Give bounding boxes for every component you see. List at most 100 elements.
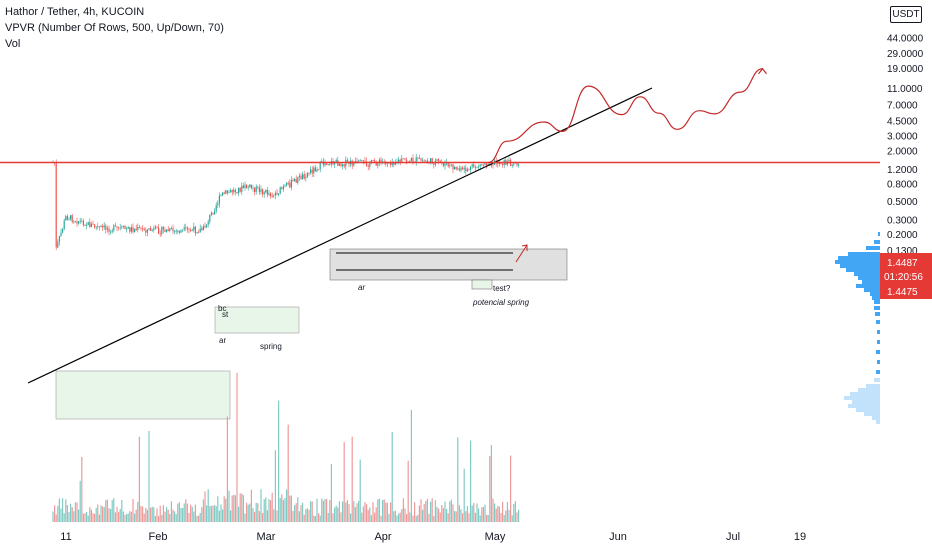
annotations: bc st ar spring ar test? potencial sprin… — [218, 283, 530, 351]
volume-profile — [835, 232, 880, 424]
vpvr-row — [870, 292, 880, 296]
volume-bar — [426, 498, 428, 522]
volume-bar — [423, 504, 425, 522]
candle-body — [66, 216, 68, 220]
volume-bar — [390, 502, 392, 522]
volume-bar — [465, 511, 467, 522]
candle-body — [362, 160, 364, 162]
volume-bar — [486, 514, 488, 522]
candle-body — [266, 189, 268, 195]
volume-bar — [295, 503, 297, 522]
volume-bar — [76, 502, 78, 522]
candle-body — [513, 163, 515, 165]
volume-bar — [65, 499, 67, 522]
volume-bar — [276, 510, 278, 522]
candle-body — [127, 227, 129, 229]
volume-bar — [194, 504, 196, 522]
candle-body — [327, 164, 329, 166]
candle-body — [132, 227, 134, 232]
volume-bar — [113, 498, 115, 522]
volume-bar — [351, 436, 353, 522]
candle-body — [318, 169, 320, 171]
volume-bar — [228, 490, 230, 522]
volume-bar — [105, 500, 107, 522]
volume-bar — [294, 505, 296, 522]
volume-bar — [116, 506, 118, 522]
candle-body — [268, 193, 270, 195]
candle-body — [159, 233, 161, 235]
volume-bars — [52, 372, 520, 522]
volume-bar — [497, 506, 499, 522]
annotation-spring: spring — [260, 342, 282, 351]
volume-bar — [97, 504, 99, 522]
candle-body — [497, 163, 499, 165]
volume-bar — [478, 508, 480, 522]
price-tick-label: 4.5000 — [887, 117, 918, 128]
volume-bar — [386, 502, 388, 522]
price-axis[interactable]: 44.0000 29.0000 19.0000 11.0000 7.0000 4.5000… — [887, 34, 924, 289]
candle-body — [260, 189, 262, 193]
volume-bar — [322, 500, 324, 522]
volume-bar — [250, 489, 252, 522]
volume-bar — [404, 508, 406, 522]
currency-unit-button[interactable]: USDT — [890, 6, 922, 23]
volume-bar — [345, 502, 347, 522]
volume-bar — [151, 506, 153, 522]
symbol-title[interactable]: Hathor / Tether, 4h, KUCOIN — [5, 6, 145, 18]
volume-bar — [300, 505, 302, 522]
volume-bar — [204, 491, 206, 522]
candle-body — [502, 164, 504, 166]
candle-body — [238, 187, 240, 194]
candle-body — [188, 229, 190, 230]
candle-body — [452, 164, 454, 170]
volume-bar — [412, 515, 414, 522]
volume-bar — [422, 509, 424, 522]
volume-bar — [68, 512, 70, 522]
candle-body — [78, 221, 80, 224]
volume-bar — [89, 507, 91, 522]
vpvr-indicator-label[interactable]: VPVR (Number Of Rows, 500, Up/Down, 70) — [5, 22, 224, 34]
candle-body — [207, 221, 209, 225]
candle-body — [465, 167, 467, 172]
volume-bar — [284, 498, 286, 522]
volume-bar — [370, 515, 372, 522]
candle-body — [442, 163, 444, 166]
candle-body — [431, 158, 433, 164]
candle-body — [374, 160, 376, 163]
volume-bar — [449, 501, 451, 522]
candle-body — [391, 162, 393, 165]
candle-body — [254, 187, 256, 193]
volume-bar — [281, 494, 283, 522]
volume-bar — [489, 456, 491, 522]
candle-body — [84, 225, 86, 226]
volume-bar — [126, 514, 128, 522]
volume-bar — [409, 512, 411, 522]
volume-bar — [238, 506, 240, 522]
volume-bar — [406, 514, 408, 522]
volume-bar — [361, 512, 363, 522]
volume-bar — [313, 515, 315, 522]
candle-body — [409, 160, 411, 162]
candle-body — [154, 226, 156, 229]
candle-body — [305, 177, 307, 179]
volume-bar — [212, 505, 214, 522]
volume-bar — [170, 501, 172, 522]
candle-body — [340, 163, 342, 167]
time-tick-label: Apr — [374, 531, 391, 543]
volume-indicator-label[interactable]: Vol — [5, 38, 21, 50]
candle-body — [225, 190, 227, 194]
annotation-potential-spring: potencial spring — [472, 298, 530, 307]
volume-bar — [319, 515, 321, 522]
candle-body — [183, 227, 185, 230]
volume-bar — [82, 513, 84, 522]
volume-bar — [114, 512, 116, 522]
volume-bar — [52, 511, 54, 522]
volume-bar — [414, 502, 416, 522]
volume-bar — [513, 503, 515, 522]
volume-bar — [271, 492, 273, 522]
candle-body — [175, 230, 177, 232]
price-tick-label: 19.0000 — [887, 64, 924, 75]
price-tick-label: 0.8000 — [887, 180, 918, 191]
time-axis[interactable]: 11 Feb Mar Apr May Jun Jul 19 — [60, 531, 806, 543]
